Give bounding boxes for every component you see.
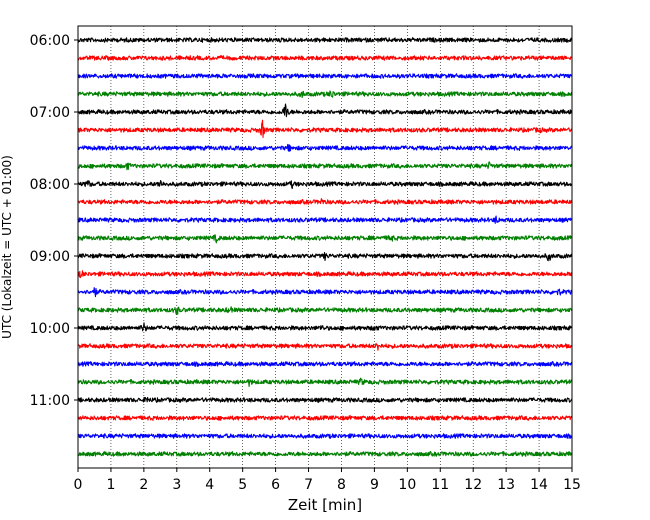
seismic-trace	[77, 377, 573, 387]
y-tick-label: 06:00	[30, 33, 70, 49]
y-tick-label: 10:00	[30, 321, 70, 337]
x-tick-label: 8	[337, 477, 346, 493]
seismic-trace	[77, 343, 573, 351]
x-tick-label: 2	[139, 477, 148, 493]
seismic-trace	[77, 143, 573, 152]
y-axis-ticks: 06:00 07:00 08:00 09:00 10:00 11:00	[30, 33, 78, 409]
x-tick-label: 14	[530, 477, 548, 493]
x-axis-label: Zeit [min]	[288, 496, 362, 514]
seismic-trace	[77, 37, 573, 43]
x-tick-label: 0	[74, 477, 83, 493]
x-tick-label: 7	[304, 477, 313, 493]
seismic-trace	[77, 180, 573, 190]
y-axis-label: UTC (Lokalzeit = UTC + 01:00)	[0, 155, 14, 339]
seismic-trace	[77, 90, 573, 99]
x-tick-label: 15	[563, 477, 581, 493]
y-tick-label: 07:00	[30, 105, 70, 121]
seismic-trace	[77, 161, 573, 171]
x-tick-label: 4	[205, 477, 214, 493]
seismic-trace	[77, 396, 573, 403]
seismic-trace	[77, 55, 573, 61]
x-tick-label: 5	[238, 477, 247, 493]
x-tick-label: 9	[370, 477, 379, 493]
y-tick-label: 11:00	[30, 393, 70, 409]
x-tick-label: 11	[431, 477, 449, 493]
x-tick-label: 6	[271, 477, 280, 493]
y-tick-label: 09:00	[30, 249, 70, 265]
seismic-trace	[77, 287, 573, 298]
x-tick-label: 1	[106, 477, 115, 493]
seismic-trace	[77, 322, 573, 332]
seismic-trace	[77, 415, 573, 421]
x-tick-label: 13	[497, 477, 515, 493]
x-tick-label: 10	[398, 477, 416, 493]
x-tick-label: 12	[464, 477, 482, 493]
seismic-trace	[77, 119, 573, 138]
seismic-trace	[77, 73, 573, 79]
seismic-trace	[77, 103, 573, 118]
plot-frame	[77, 25, 573, 469]
seismic-trace	[77, 215, 573, 224]
traces	[77, 37, 573, 457]
seismic-trace	[77, 433, 573, 439]
seismic-trace	[77, 361, 573, 367]
seismic-trace	[77, 251, 573, 262]
seismic-trace	[77, 270, 573, 279]
y-tick-label: 08:00	[30, 177, 70, 193]
seismic-trace	[77, 198, 573, 205]
seismic-trace	[77, 234, 573, 244]
seismic-trace	[77, 306, 573, 315]
x-axis-ticks: 0 1 2 3 4 5 6 7 8 9 10 11 12 13 14 15	[74, 468, 581, 493]
seismic-trace	[77, 451, 573, 457]
x-tick-label: 3	[172, 477, 181, 493]
